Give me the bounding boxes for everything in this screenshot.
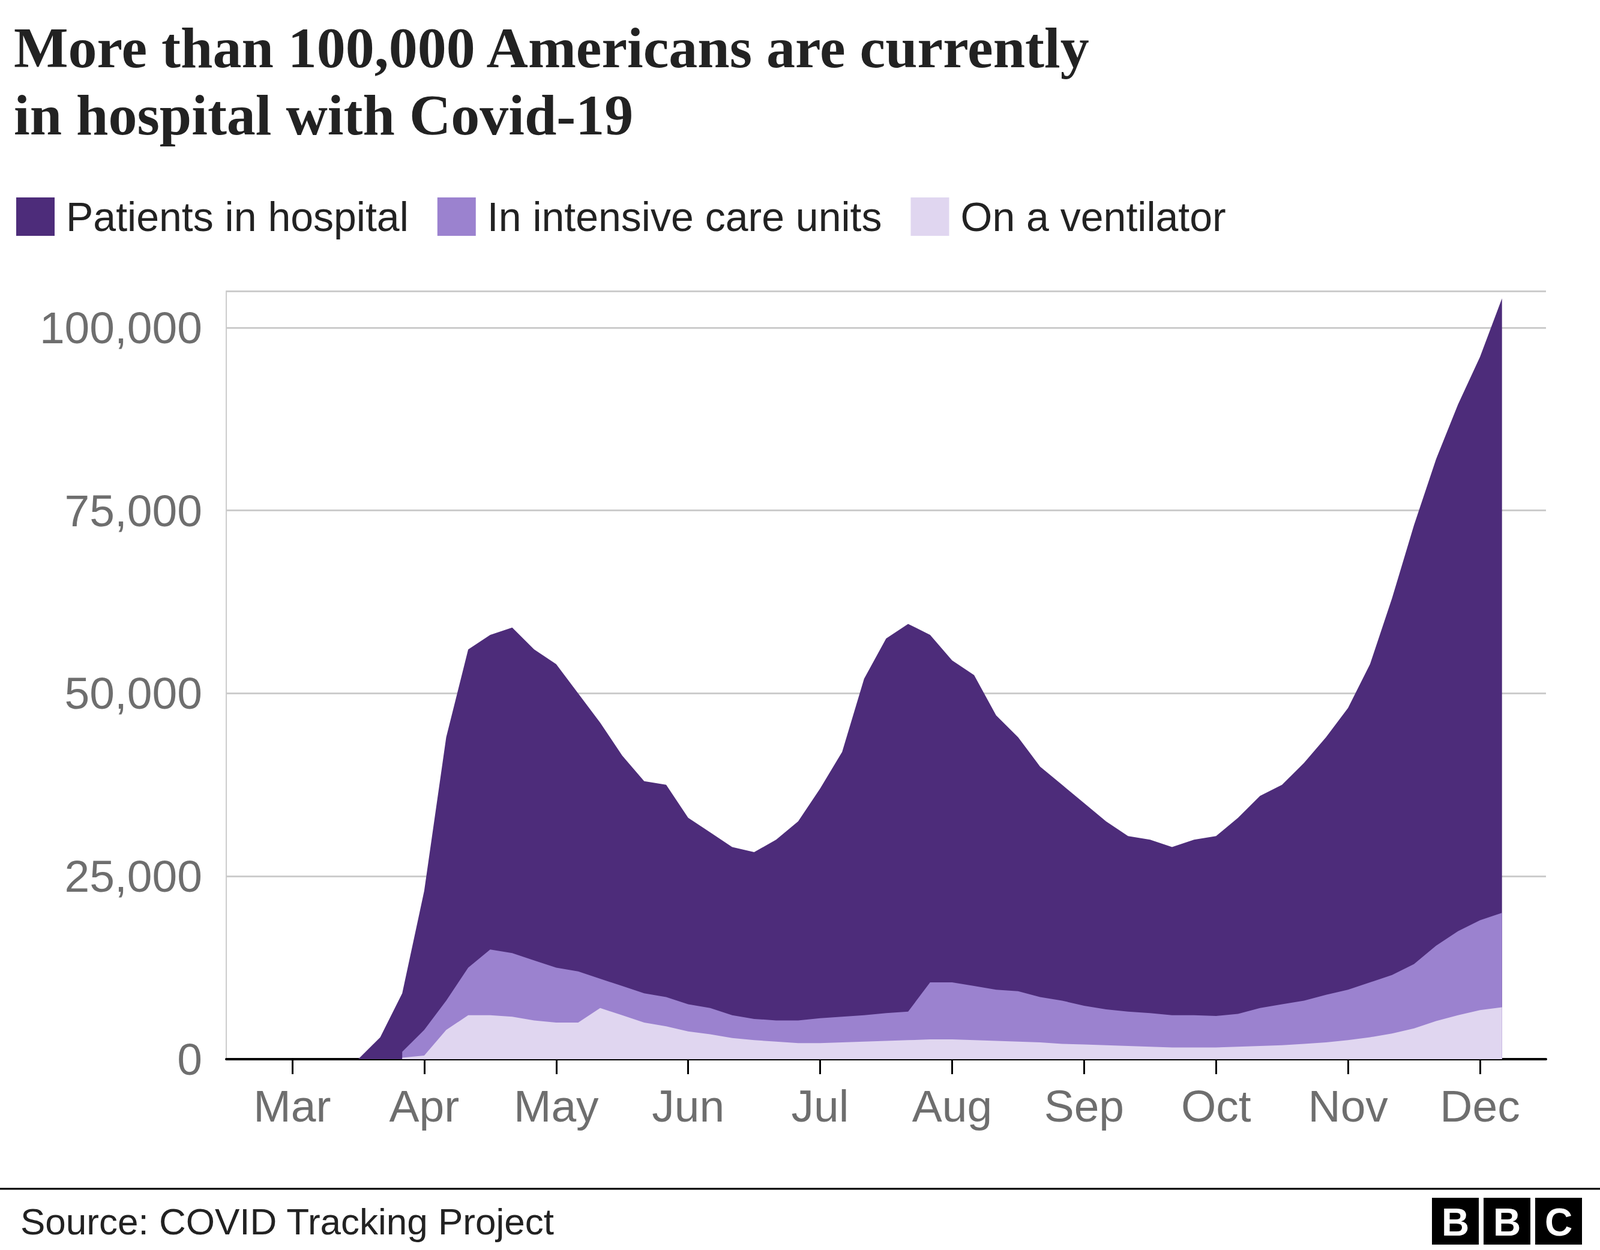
svg-text:On a ventilator: On a ventilator bbox=[960, 193, 1226, 240]
svg-text:Jul: Jul bbox=[791, 1080, 850, 1132]
svg-text:More than 100,000 Americans ar: More than 100,000 Americans are currentl… bbox=[13, 15, 1090, 80]
svg-text:Dec: Dec bbox=[1439, 1080, 1520, 1132]
svg-text:B: B bbox=[1441, 1200, 1470, 1245]
svg-text:100,000: 100,000 bbox=[39, 302, 203, 353]
svg-text:in hospital with Covid-19: in hospital with Covid-19 bbox=[13, 82, 634, 148]
svg-text:50,000: 50,000 bbox=[64, 667, 203, 719]
svg-text:Nov: Nov bbox=[1307, 1080, 1389, 1132]
svg-text:May: May bbox=[513, 1080, 599, 1132]
svg-text:Apr: Apr bbox=[388, 1080, 460, 1132]
svg-text:Patients in hospital: Patients in hospital bbox=[66, 193, 409, 240]
svg-text:Mar: Mar bbox=[253, 1080, 331, 1132]
svg-text:Sep: Sep bbox=[1044, 1080, 1125, 1132]
svg-text:Source: COVID Tracking Project: Source: COVID Tracking Project bbox=[20, 1200, 554, 1243]
svg-text:25,000: 25,000 bbox=[64, 851, 203, 902]
svg-text:C: C bbox=[1544, 1200, 1573, 1245]
svg-text:In intensive care units: In intensive care units bbox=[487, 193, 883, 240]
svg-text:B: B bbox=[1493, 1200, 1521, 1245]
svg-text:Jun: Jun bbox=[651, 1080, 725, 1132]
svg-text:Aug: Aug bbox=[912, 1080, 993, 1132]
svg-text:0: 0 bbox=[177, 1034, 203, 1085]
svg-text:75,000: 75,000 bbox=[64, 485, 203, 536]
svg-text:Oct: Oct bbox=[1181, 1080, 1252, 1132]
